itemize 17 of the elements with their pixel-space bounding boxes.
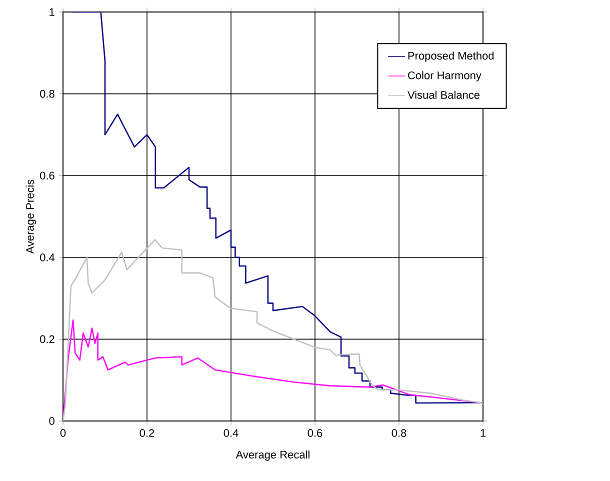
y-axis-title: Average Precis (26, 180, 36, 254)
x-axis-title: Average Recall (236, 450, 310, 461)
legend-label: Visual Balance (408, 90, 480, 99)
x-tick-label: 0.6 (308, 429, 322, 437)
y-tick-label: 0.8 (40, 90, 54, 98)
legend-label: Proposed Method (408, 52, 494, 62)
x-tick-label: 0.8 (392, 429, 406, 437)
x-tick-label: 1 (480, 429, 486, 437)
x-tick-label: 0.4 (224, 429, 238, 437)
legend-label: Color Harmony (408, 71, 482, 82)
y-tick-label: 0.4 (40, 253, 55, 262)
y-tick-label: 0.2 (40, 335, 54, 344)
y-tick-label: 1 (50, 8, 54, 16)
x-tick-label: 0 (60, 429, 66, 437)
y-tick-label: 0.6 (40, 172, 54, 180)
y-tick-label: 0 (49, 417, 54, 425)
x-tick-label: 0.2 (140, 429, 154, 437)
